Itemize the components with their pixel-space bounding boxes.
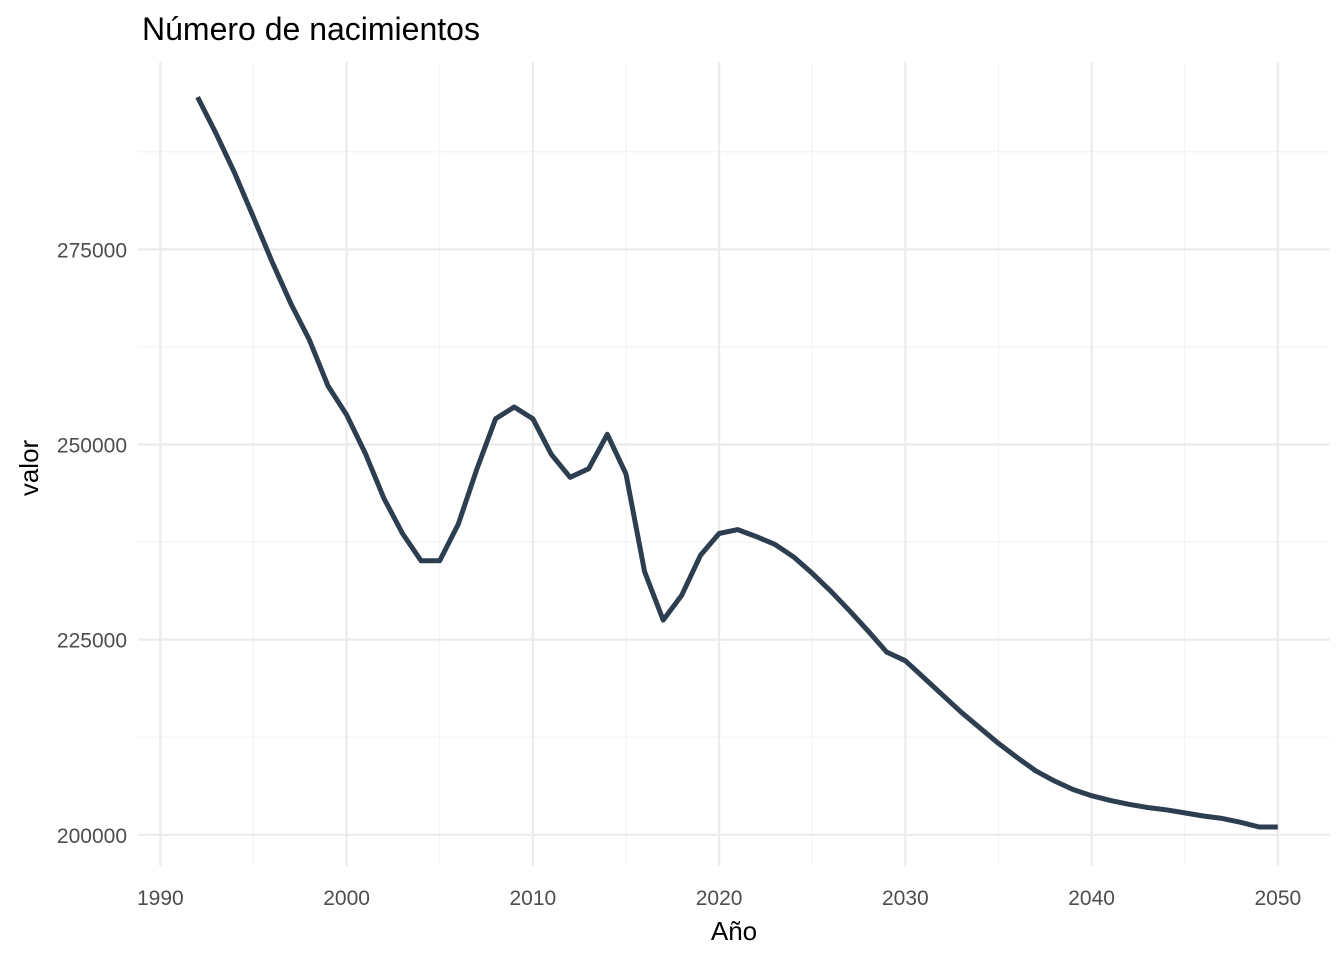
minor-gridlines bbox=[138, 62, 1330, 866]
series-layer bbox=[195, 95, 1278, 830]
x-tick-label: 2040 bbox=[1068, 887, 1115, 910]
y-axis-ticks: 200000 225000 250000 275000 bbox=[57, 239, 127, 847]
y-axis-title: valor bbox=[14, 439, 44, 496]
x-tick-label: 2000 bbox=[323, 887, 370, 910]
chart-title: Número de nacimientos bbox=[142, 11, 480, 47]
major-gridlines bbox=[138, 62, 1330, 866]
y-tick-label: 200000 bbox=[57, 825, 127, 848]
series-line-nacimientos bbox=[195, 95, 1278, 830]
x-axis-ticks: 1990 2000 2010 2020 2030 2040 2050 bbox=[137, 887, 1301, 910]
x-tick-label: 2030 bbox=[882, 887, 929, 910]
x-tick-label: 1990 bbox=[137, 887, 184, 910]
x-tick-label: 2020 bbox=[696, 887, 743, 910]
x-axis-title: Año bbox=[711, 916, 757, 946]
x-tick-label: 2010 bbox=[509, 887, 556, 910]
y-tick-label: 250000 bbox=[57, 434, 127, 457]
y-tick-label: 275000 bbox=[57, 239, 127, 262]
y-tick-label: 225000 bbox=[57, 630, 127, 653]
x-tick-label: 2050 bbox=[1254, 887, 1301, 910]
